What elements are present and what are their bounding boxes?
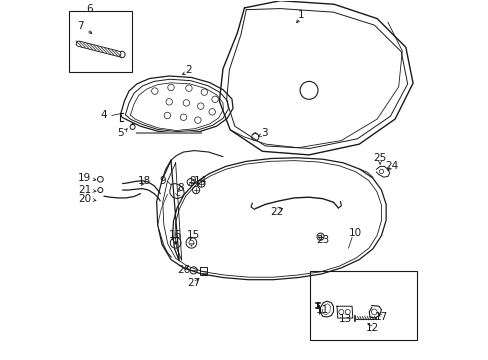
Text: 11: 11 (315, 305, 328, 315)
Text: 22: 22 (269, 207, 283, 217)
Text: 24: 24 (385, 161, 398, 171)
Text: 12: 12 (366, 323, 379, 333)
Bar (200, 267, 207, 275)
Text: 7: 7 (77, 21, 83, 31)
Text: 9: 9 (159, 176, 166, 186)
Text: 2: 2 (185, 64, 192, 75)
Text: 20: 20 (78, 194, 91, 204)
Text: 18: 18 (138, 176, 151, 186)
Text: 21: 21 (78, 185, 91, 195)
Text: 16: 16 (169, 230, 182, 239)
Text: 25: 25 (373, 153, 386, 163)
Bar (309, 271, 416, 339)
Text: 17: 17 (374, 312, 387, 322)
Text: 27: 27 (187, 278, 201, 288)
Text: 19: 19 (78, 173, 91, 183)
Text: 4: 4 (101, 111, 107, 121)
Text: 13: 13 (338, 314, 351, 324)
Text: 23: 23 (315, 235, 328, 245)
Circle shape (174, 241, 177, 244)
Text: 10: 10 (347, 228, 361, 238)
Text: 8: 8 (177, 183, 183, 193)
Text: 5: 5 (117, 128, 124, 138)
Bar (69, 11, 132, 72)
Text: 6: 6 (86, 4, 93, 14)
Text: 1: 1 (297, 10, 304, 20)
Text: 26: 26 (177, 265, 190, 275)
Text: 9: 9 (189, 176, 195, 186)
Text: 3: 3 (261, 129, 267, 138)
Text: 14: 14 (194, 176, 207, 186)
Text: 15: 15 (186, 230, 200, 239)
